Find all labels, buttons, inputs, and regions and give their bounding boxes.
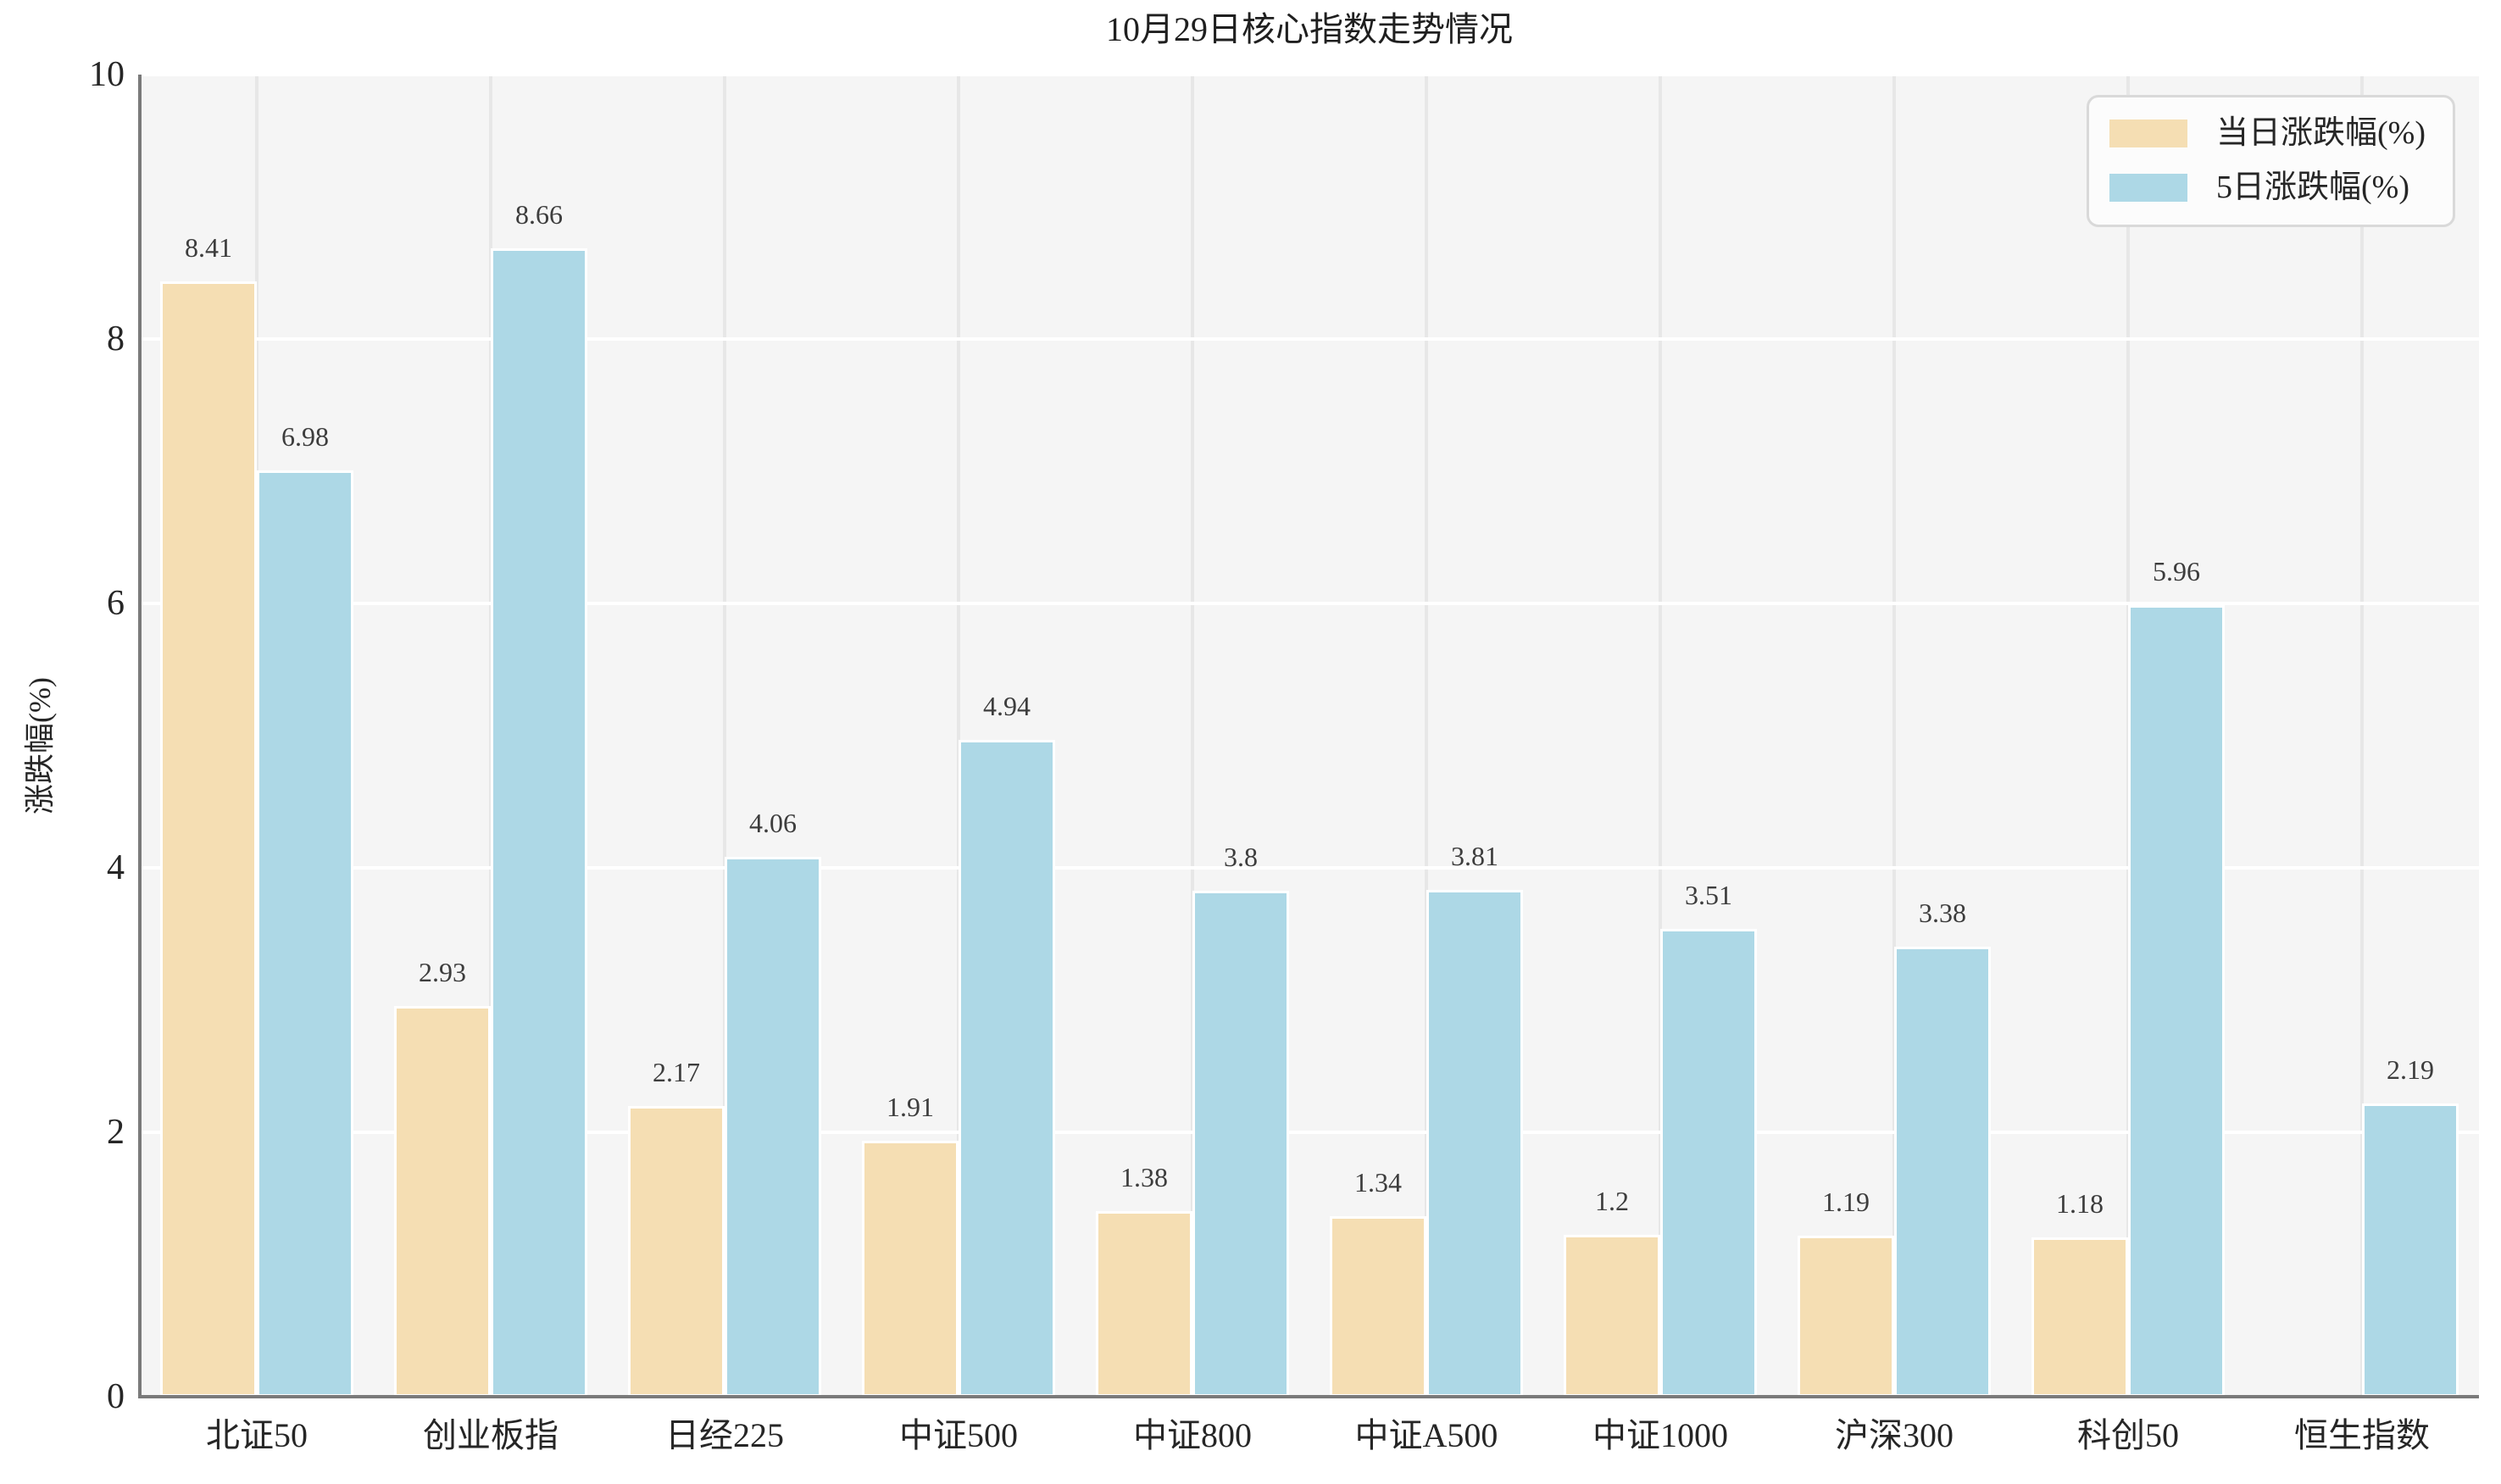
bar-value-label: 4.94 [983, 691, 1031, 722]
bar-value-label: 3.38 [1919, 897, 1966, 928]
bar-value-label: 4.06 [749, 807, 797, 838]
y-tick-label: 2 [107, 1113, 125, 1152]
bar-value-label: 1.18 [2056, 1187, 2104, 1219]
daily-change-bar [394, 1005, 491, 1397]
daily-change-bar [862, 1141, 959, 1397]
x-tick-label: 中证800 [1133, 1416, 1252, 1454]
daily-change-bar [628, 1106, 725, 1397]
five-day-change-bar [1192, 891, 1289, 1397]
y-tick-label: 6 [107, 584, 125, 623]
v-gridline [1425, 75, 1428, 1397]
h-gridline [140, 1131, 2479, 1134]
v-gridline [2360, 75, 2364, 1397]
five-day-change-bar [1894, 946, 1991, 1397]
x-tick-label: 创业板指 [423, 1416, 559, 1454]
y-tick-label: 4 [107, 848, 125, 887]
x-tick-label: 中证A500 [1354, 1416, 1498, 1454]
bar-value-label: 1.91 [886, 1092, 934, 1123]
legend: 当日涨跌幅(%) 5日涨跌幅(%) [2087, 95, 2455, 227]
bar-value-label: 5.96 [2153, 556, 2200, 587]
y-tick-label: 0 [107, 1377, 125, 1416]
legend-swatch-daily [2109, 119, 2188, 148]
x-tick-label: 中证500 [899, 1416, 1018, 1454]
daily-change-bar [1096, 1210, 1192, 1397]
bar-value-label: 1.2 [1595, 1185, 1629, 1216]
y-axis-spine [138, 75, 142, 1397]
bar-value-label: 8.66 [515, 199, 563, 231]
x-tick-label: 日经225 [665, 1416, 784, 1454]
daily-change-bar [1564, 1234, 1660, 1397]
legend-item-daily: 当日涨跌幅(%) [2109, 115, 2426, 152]
five-day-change-bar [959, 740, 1055, 1397]
bar-value-label: 2.93 [419, 956, 466, 987]
five-day-change-bar [725, 856, 821, 1397]
legend-item-fiveday: 5日涨跌幅(%) [2109, 170, 2426, 206]
x-tick-label: 沪深300 [1835, 1416, 1954, 1454]
v-gridline [1191, 75, 1194, 1397]
h-gridline [140, 73, 2479, 76]
five-day-change-bar [491, 248, 587, 1397]
daily-change-bar [160, 281, 257, 1397]
x-tick-label: 中证1000 [1592, 1416, 1728, 1454]
legend-label-fiveday: 5日涨跌幅(%) [2216, 169, 2409, 205]
bar-value-label: 2.19 [2387, 1054, 2434, 1086]
bar-value-label: 6.98 [281, 421, 329, 453]
y-tick-label: 10 [89, 55, 125, 94]
plot-area: 8.41 2.93 2.17 1.91 1.38 1.34 1.2 1.19 1.18 6.98 8… [138, 73, 2479, 1398]
bar-value-label: 3.8 [1224, 842, 1258, 873]
bar-value-label: 3.51 [1685, 880, 1732, 911]
y-tick-label: 8 [107, 320, 125, 358]
chart-title: 10月29日核心指数走势情况 [1106, 10, 1513, 48]
bar-value-label: 3.81 [1451, 840, 1498, 871]
y-axis-title: 涨跌幅(%) [23, 677, 57, 814]
x-tick-label: 恒生指数 [2294, 1416, 2430, 1454]
h-gridline [140, 337, 2479, 341]
five-day-change-bar [1426, 889, 1523, 1397]
bar-value-label: 1.38 [1120, 1161, 1168, 1192]
v-gridline [723, 75, 726, 1397]
x-tick-label: 科创50 [2077, 1416, 2179, 1454]
bar-value-label: 1.19 [1822, 1187, 1870, 1218]
v-gridline [1659, 75, 1662, 1397]
x-tick-label: 北证50 [206, 1416, 308, 1454]
h-gridline [140, 602, 2479, 605]
v-gridline [1892, 75, 1896, 1397]
h-gridline [140, 866, 2479, 870]
five-day-change-bar [257, 470, 353, 1397]
legend-swatch-fiveday [2109, 174, 2188, 203]
daily-change-bar [2031, 1237, 2128, 1397]
bar-value-label: 8.41 [185, 232, 232, 264]
daily-change-bar [1330, 1215, 1426, 1397]
bar-value-label: 2.17 [653, 1057, 700, 1088]
x-axis-spine [138, 1395, 2479, 1398]
daily-change-bar [1798, 1236, 1894, 1397]
five-day-change-bar [2362, 1103, 2459, 1397]
five-day-change-bar [2128, 605, 2225, 1397]
bar-value-label: 1.34 [1354, 1166, 1402, 1198]
v-gridline [957, 75, 960, 1397]
five-day-change-bar [1660, 929, 1757, 1397]
legend-label-daily: 当日涨跌幅(%) [2216, 115, 2426, 151]
